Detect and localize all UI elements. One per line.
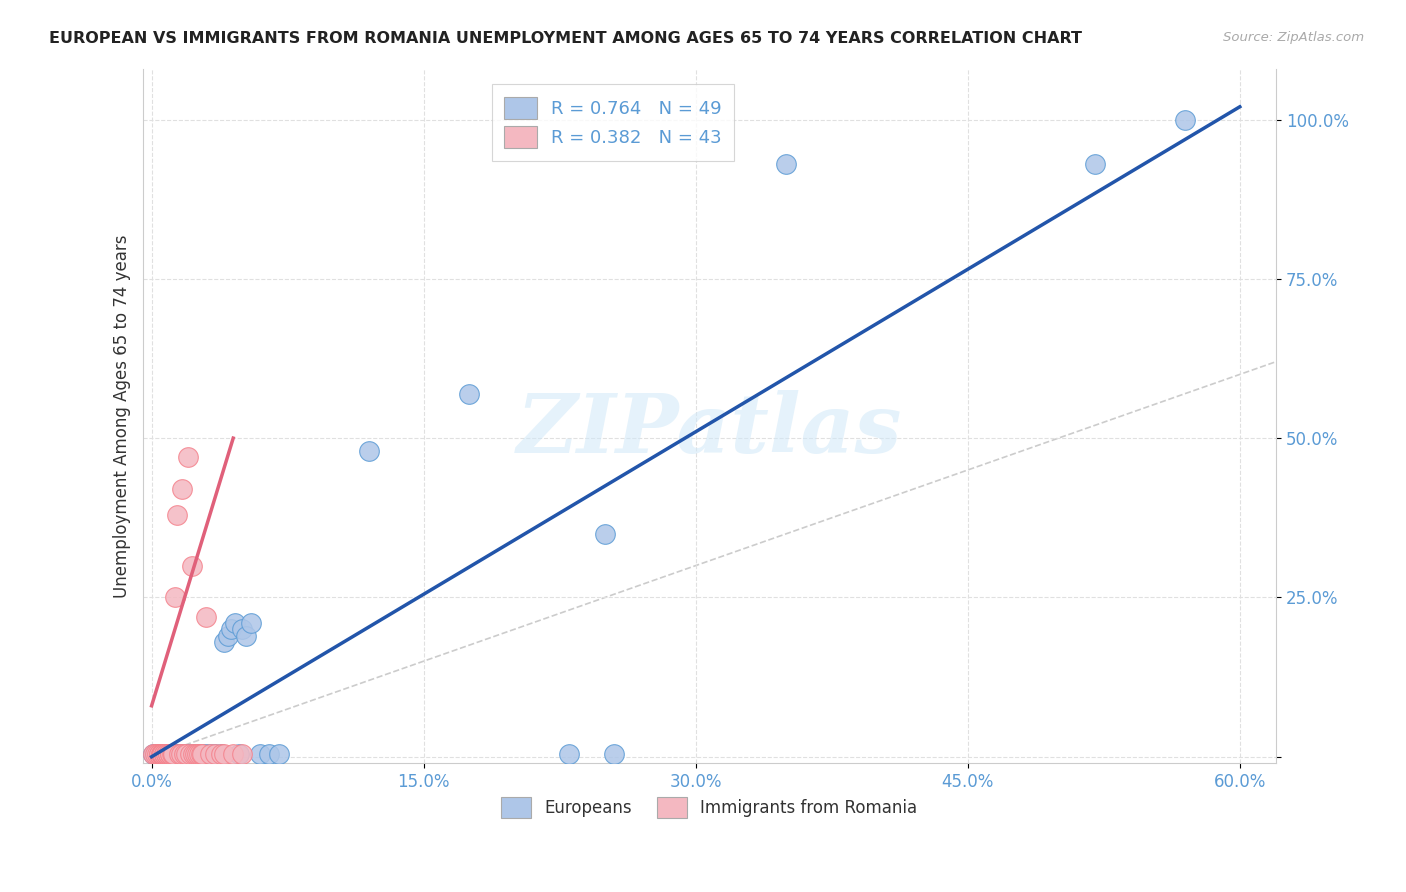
Point xyxy=(359,443,381,458)
Point xyxy=(775,157,797,171)
Point xyxy=(162,747,184,761)
Point xyxy=(159,747,181,761)
Point xyxy=(156,747,179,761)
Point xyxy=(177,450,200,465)
Point xyxy=(191,747,214,761)
Point xyxy=(166,508,188,522)
Point xyxy=(195,609,218,624)
Point xyxy=(190,747,212,761)
Point xyxy=(1084,157,1107,171)
Point xyxy=(165,747,187,761)
Point xyxy=(593,526,616,541)
Point xyxy=(160,747,183,761)
Point xyxy=(174,747,197,761)
Point xyxy=(143,747,166,761)
Point xyxy=(142,747,165,761)
Point xyxy=(235,629,257,643)
Point xyxy=(159,747,181,761)
Point xyxy=(152,747,174,761)
Point xyxy=(198,747,221,761)
Point xyxy=(155,747,177,761)
Point xyxy=(181,747,204,761)
Point xyxy=(159,747,181,761)
Point xyxy=(148,747,170,761)
Point xyxy=(166,747,188,761)
Legend: Europeans, Immigrants from Romania: Europeans, Immigrants from Romania xyxy=(495,790,924,824)
Point xyxy=(162,747,184,761)
Point xyxy=(558,747,581,761)
Point xyxy=(169,747,191,761)
Point xyxy=(187,747,209,761)
Point xyxy=(259,747,281,761)
Point xyxy=(172,482,194,496)
Y-axis label: Unemployment Among Ages 65 to 74 years: Unemployment Among Ages 65 to 74 years xyxy=(114,234,131,598)
Point xyxy=(156,747,179,761)
Point xyxy=(153,747,176,761)
Point xyxy=(186,747,208,761)
Text: Source: ZipAtlas.com: Source: ZipAtlas.com xyxy=(1223,31,1364,45)
Point xyxy=(155,747,177,761)
Point xyxy=(155,747,177,761)
Text: ZIPatlas: ZIPatlas xyxy=(516,390,903,470)
Point xyxy=(149,747,172,761)
Text: EUROPEAN VS IMMIGRANTS FROM ROMANIA UNEMPLOYMENT AMONG AGES 65 TO 74 YEARS CORRE: EUROPEAN VS IMMIGRANTS FROM ROMANIA UNEM… xyxy=(49,31,1083,46)
Point xyxy=(184,747,207,761)
Point xyxy=(224,615,246,630)
Point xyxy=(187,747,209,761)
Point xyxy=(204,747,226,761)
Point xyxy=(172,747,194,761)
Point xyxy=(249,747,271,761)
Point xyxy=(162,747,184,761)
Point xyxy=(177,747,200,761)
Point xyxy=(149,747,172,761)
Point xyxy=(204,747,226,761)
Point xyxy=(1174,112,1197,127)
Point xyxy=(231,747,253,761)
Point xyxy=(152,747,174,761)
Point xyxy=(221,622,243,636)
Point xyxy=(159,747,181,761)
Point xyxy=(209,747,232,761)
Point xyxy=(217,629,239,643)
Point xyxy=(149,747,172,761)
Point xyxy=(142,747,165,761)
Point xyxy=(603,747,626,761)
Point xyxy=(458,386,481,401)
Point xyxy=(173,747,195,761)
Point xyxy=(231,622,253,636)
Point xyxy=(179,747,201,761)
Point xyxy=(267,747,290,761)
Point xyxy=(173,747,195,761)
Point xyxy=(148,747,170,761)
Point xyxy=(228,747,250,761)
Point xyxy=(222,747,245,761)
Point xyxy=(174,747,197,761)
Point xyxy=(169,747,191,761)
Point xyxy=(191,747,214,761)
Point xyxy=(212,747,235,761)
Point xyxy=(152,747,174,761)
Point xyxy=(149,747,172,761)
Point xyxy=(167,747,190,761)
Point xyxy=(180,558,202,573)
Point xyxy=(153,747,176,761)
Point xyxy=(143,747,166,761)
Point xyxy=(165,591,187,605)
Point xyxy=(186,747,208,761)
Point xyxy=(240,615,263,630)
Point xyxy=(153,747,176,761)
Point xyxy=(167,747,190,761)
Point xyxy=(148,747,170,761)
Point xyxy=(195,747,218,761)
Point xyxy=(146,747,169,761)
Point xyxy=(180,747,202,761)
Point xyxy=(184,747,207,761)
Point xyxy=(209,747,232,761)
Point xyxy=(212,635,235,649)
Point xyxy=(198,747,221,761)
Point xyxy=(156,747,179,761)
Point xyxy=(146,747,169,761)
